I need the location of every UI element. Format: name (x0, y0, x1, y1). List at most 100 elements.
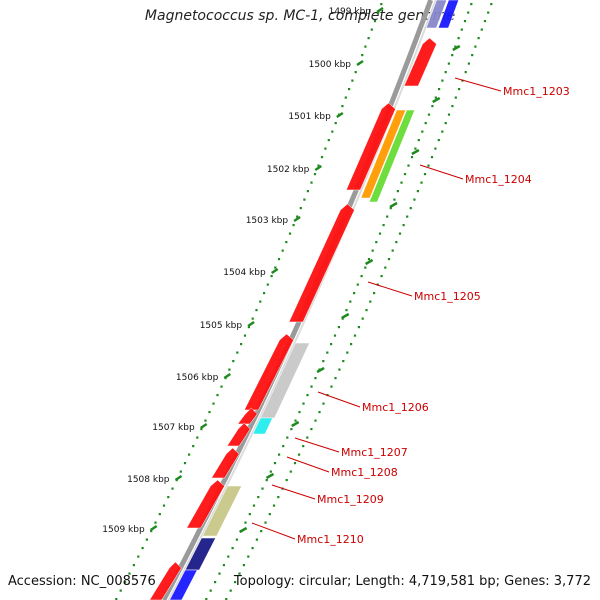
outer-dot-ring-2 (384, 266, 387, 269)
outer-dot-ring-2 (447, 113, 451, 116)
tick-label: 1506 kbp (176, 373, 219, 383)
outer-dot-ring-2 (353, 334, 357, 337)
outer-dot-ring (438, 88, 441, 91)
gene-block (243, 333, 294, 411)
inner-dot-ring (179, 470, 182, 473)
outer-dot-ring (364, 266, 367, 269)
inner-dot-ring (200, 428, 203, 431)
gene-block (149, 561, 182, 600)
outer-dot-ring (214, 581, 217, 584)
outer-dot-ring-2 (293, 462, 297, 465)
outer-dot-ring (322, 360, 325, 363)
outer-dot-ring-2 (314, 419, 317, 422)
tick-label: 1509 kbp (102, 525, 145, 535)
outer-dot-ring (273, 462, 277, 465)
outer-dot-ring (457, 37, 460, 40)
gene-label: Mmc1_1204 (465, 173, 532, 186)
gene-leader-line (294, 437, 340, 453)
outer-dot-ring (314, 377, 317, 380)
outer-dot-ring-2 (251, 547, 254, 550)
outer-dot-ring-2 (306, 436, 309, 439)
inner-dot-ring (255, 309, 258, 312)
gene-leader-line (419, 164, 464, 180)
outer-dot-ring (353, 292, 356, 295)
inner-dot-ring (128, 572, 131, 575)
inner-dot-ring (370, 28, 373, 31)
outer-dot-ring-2 (242, 564, 245, 567)
inner-dot-ring (259, 300, 262, 303)
inner-dot-ring (344, 96, 347, 99)
outer-dot-ring-2 (471, 54, 474, 57)
tick-mark (293, 215, 301, 223)
outer-dot-ring (248, 513, 251, 516)
outer-dot-ring-2 (247, 555, 250, 558)
outer-dot-ring (298, 411, 301, 414)
outer-dot-ring-2 (334, 377, 337, 380)
gene-block (288, 203, 355, 323)
outer-dot-ring (367, 258, 371, 261)
tick-label: 1504 kbp (223, 268, 266, 278)
inner-dot-ring (364, 45, 367, 48)
tick-label: 1505 kbp (200, 321, 243, 331)
outer-dot-ring (252, 504, 256, 507)
outer-dot-ring (302, 402, 305, 405)
outer-dot-ring-2 (409, 207, 412, 210)
outer-dot-ring-2 (318, 411, 321, 414)
gene-leader-line (271, 484, 316, 500)
outer-dot-ring (467, 11, 470, 14)
inner-dot-ring (361, 54, 364, 57)
tick-label: 1499 kbp (329, 7, 372, 17)
tick-label: 1501 kbp (288, 112, 331, 122)
inner-dot-ring (266, 283, 269, 286)
outer-dot-ring (463, 20, 467, 23)
outer-dot-ring (403, 173, 407, 176)
outer-dot-ring-2 (483, 20, 487, 23)
inner-dot-ring (270, 275, 273, 278)
outer-tick-mark (238, 526, 248, 534)
outer-dot-ring (444, 71, 447, 74)
gene-label: Mmc1_1206 (362, 401, 429, 414)
inner-dot-ring (216, 394, 219, 397)
outer-dot-ring-2 (268, 513, 271, 516)
inner-dot-ring (158, 513, 161, 516)
outer-dot-ring (382, 224, 385, 227)
outer-dot-ring-2 (229, 589, 232, 592)
outer-dot-ring-2 (373, 292, 376, 295)
outer-dot-ring (393, 198, 396, 201)
outer-dot-ring-2 (464, 71, 467, 74)
inner-dot-ring (373, 20, 377, 23)
outer-dot-ring-2 (480, 28, 483, 31)
outer-dot-ring-2 (302, 445, 305, 448)
outer-dot-ring (265, 479, 268, 482)
outer-dot-ring-2 (454, 96, 457, 99)
inner-dot-ring (167, 496, 170, 499)
gene-block (368, 109, 416, 203)
outer-dot-ring (235, 538, 238, 541)
outer-dot-ring (286, 436, 289, 439)
outer-dot-ring (371, 249, 374, 252)
inner-dot-ring (324, 147, 327, 150)
gene-label: Mmc1_1210 (297, 533, 364, 546)
inner-dot-ring (236, 351, 239, 354)
outer-dot-ring-2 (361, 317, 364, 320)
outer-dot-ring-2 (458, 88, 461, 91)
outer-dot-ring-2 (298, 453, 301, 456)
outer-dot-ring-2 (330, 385, 333, 388)
outer-dot-ring-2 (260, 530, 263, 533)
inner-dot-ring (240, 343, 243, 346)
inner-dot-ring (183, 462, 187, 465)
outer-dot-ring (427, 113, 431, 116)
outer-dot-ring-2 (238, 572, 241, 575)
gene-block (184, 537, 217, 571)
outer-dot-ring (447, 62, 450, 65)
outer-dot-ring-2 (225, 598, 228, 600)
outer-dot-ring-2 (490, 3, 493, 6)
outer-dot-ring (389, 207, 392, 210)
gene-label: Mmc1_1209 (317, 493, 384, 506)
gene-label: Mmc1_1208 (331, 466, 398, 479)
gene-leader-line (251, 522, 296, 540)
tick-label: 1503 kbp (246, 216, 289, 226)
outer-dot-ring-2 (437, 139, 440, 142)
outer-dot-ring-2 (338, 368, 341, 371)
